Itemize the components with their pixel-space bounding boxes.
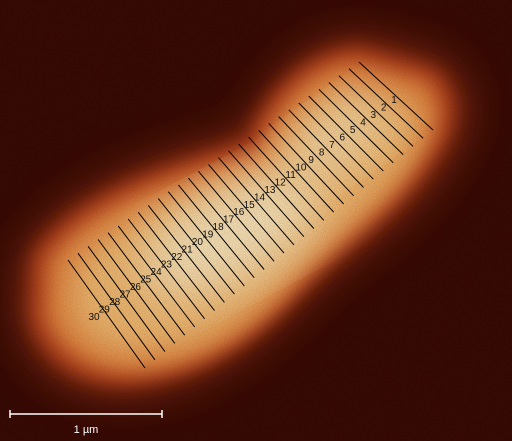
scan-line-label-11: 11	[285, 170, 296, 181]
scan-line-26	[107, 232, 186, 336]
scan-line-label-15: 15	[244, 200, 256, 211]
scan-line-label-4: 4	[360, 117, 366, 128]
scan-line-label-22: 22	[171, 252, 183, 263]
scan-line-24	[127, 218, 205, 320]
scan-line-23	[137, 211, 215, 311]
scan-line-label-27: 27	[119, 290, 131, 301]
scan-line-label-29: 29	[99, 305, 111, 316]
scan-line-28	[87, 246, 166, 352]
scan-line-label-13: 13	[264, 185, 276, 196]
scan-line-8	[288, 109, 364, 188]
scan-line-29	[77, 252, 156, 361]
scan-line-label-9: 9	[308, 155, 314, 166]
scan-lines	[67, 61, 434, 369]
scan-line-10	[268, 123, 344, 205]
scan-line-label-26: 26	[130, 282, 142, 293]
scale-bar-label: 1 µm	[74, 424, 99, 436]
scan-line-label-23: 23	[161, 260, 173, 271]
scan-line-16	[208, 164, 285, 254]
scan-line-2	[348, 68, 424, 139]
scan-line-19	[178, 184, 255, 279]
scan-line-14	[228, 150, 305, 238]
scan-line-22	[147, 205, 225, 303]
scan-line-label-21: 21	[182, 245, 194, 256]
scan-line-11	[258, 129, 335, 213]
scan-line-label-24: 24	[151, 267, 163, 278]
scan-line-label-7: 7	[329, 140, 335, 151]
scan-line-4	[328, 82, 404, 155]
scan-line-label-1: 1	[391, 95, 397, 106]
scan-line-label-10: 10	[295, 162, 307, 173]
scan-line-1	[358, 61, 434, 131]
scan-line-21	[157, 198, 235, 295]
scan-line-6	[308, 95, 384, 172]
scan-line-17	[198, 170, 275, 262]
scan-line-label-28: 28	[109, 297, 121, 308]
scan-line-9	[278, 116, 354, 197]
scan-line-7	[298, 102, 374, 180]
scan-line-label-25: 25	[140, 275, 152, 286]
scan-line-label-2: 2	[381, 103, 387, 114]
scan-line-label-17: 17	[223, 215, 235, 226]
scan-line-label-3: 3	[371, 110, 377, 121]
scan-line-30	[67, 259, 146, 369]
scan-line-20	[167, 191, 245, 287]
scan-line-label-14: 14	[254, 192, 266, 203]
scan-line-label-30: 30	[88, 312, 100, 323]
scan-line-25	[117, 225, 196, 328]
scan-line-27	[97, 239, 176, 344]
scan-line-label-19: 19	[202, 230, 214, 241]
scan-line-15	[218, 157, 295, 246]
scan-line-5	[318, 88, 394, 164]
scan-line-label-12: 12	[275, 177, 287, 188]
scan-line-label-8: 8	[319, 147, 325, 158]
scan-line-13	[238, 143, 315, 229]
scan-line-3	[338, 75, 414, 147]
scan-line-label-16: 16	[233, 207, 245, 218]
scan-line-12	[248, 136, 325, 221]
scan-line-18	[188, 177, 265, 270]
scale-bar: 1 µm	[9, 410, 163, 436]
scan-line-label-5: 5	[350, 125, 356, 136]
line-labels: 1234567891011121314151617181920212223242…	[88, 95, 397, 323]
scan-line-label-18: 18	[213, 222, 225, 233]
scan-line-label-20: 20	[192, 237, 204, 248]
scan-line-label-6: 6	[340, 132, 346, 143]
